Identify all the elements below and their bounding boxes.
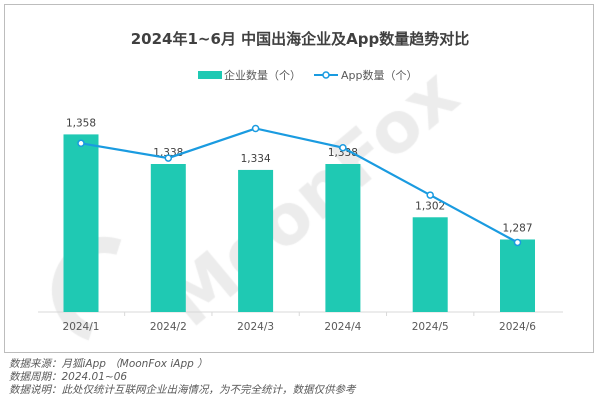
bar-label-5: 1,302 — [415, 200, 445, 212]
app-point-1 — [77, 139, 85, 148]
note-description: 数据说明：此处仅统计互联网企业出海情况，为不完全统计，数据仅供参考 — [9, 384, 356, 396]
app-point-2 — [164, 154, 173, 162]
note-source: 数据来源：月狐iApp （MoonFox iApp ） — [9, 358, 208, 370]
note-period: 数据周期：2024.01~06 — [9, 371, 128, 383]
bar-1 — [63, 134, 99, 312]
legend-bar-label: 企业数量（个） — [224, 68, 301, 82]
app-point-5 — [426, 191, 434, 199]
legend-line-marker — [322, 71, 330, 79]
bar-4 — [325, 164, 361, 312]
app-point-3 — [251, 124, 260, 133]
bar-label-6: 1,287 — [502, 222, 532, 234]
x-tick-label: 2024/2 — [150, 321, 187, 333]
bar-2 — [150, 164, 186, 312]
bar-5 — [412, 217, 448, 312]
bar-label-1: 1,358 — [66, 117, 96, 129]
bar-3 — [238, 169, 274, 312]
legend-bar-swatch — [198, 71, 222, 79]
chart-title: 2024年1~6月 中国出海企业及App数量趋势对比 — [130, 30, 470, 48]
x-tick-label: 2024/5 — [412, 321, 449, 333]
app-line — [80, 127, 519, 244]
x-tick-label: 2024/1 — [63, 321, 100, 333]
x-tick-label: 2024/4 — [324, 321, 361, 333]
app-point-6 — [513, 238, 522, 247]
legend-line-label: App数量（个） — [341, 69, 418, 82]
bar-6 — [500, 239, 535, 312]
footnotes: 数据来源：月狐iApp （MoonFox iApp ） 数据周期：2024.01… — [9, 358, 356, 397]
x-tick-label: 2024/3 — [237, 321, 274, 333]
app-point-4 — [339, 143, 347, 152]
bar-label-3: 1,334 — [241, 153, 271, 165]
x-tick-label: 2024/6 — [499, 321, 536, 333]
bar-label-4: 1,338 — [328, 147, 358, 159]
